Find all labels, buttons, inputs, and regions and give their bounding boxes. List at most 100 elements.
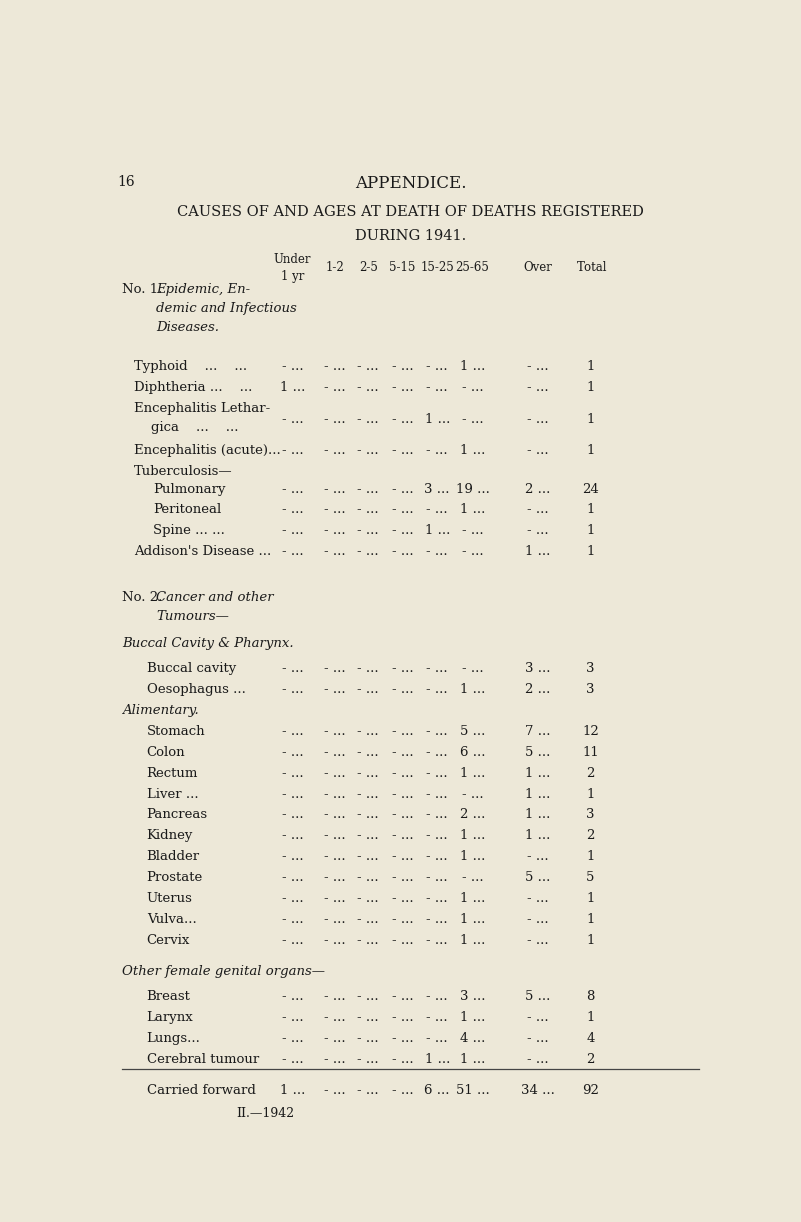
Text: 1 ...: 1 ... — [460, 444, 485, 457]
Text: - ...: - ... — [392, 892, 413, 906]
Text: Diphtheria ...    ...: Diphtheria ... ... — [135, 381, 252, 395]
Text: - ...: - ... — [324, 524, 345, 538]
Text: - ...: - ... — [282, 830, 304, 842]
Text: - ...: - ... — [357, 766, 379, 780]
Text: - ...: - ... — [392, 934, 413, 947]
Text: - ...: - ... — [392, 360, 413, 374]
Text: 24: 24 — [582, 483, 599, 496]
Text: 6 ...: 6 ... — [425, 1084, 450, 1097]
Text: gica    ...    ...: gica ... ... — [135, 420, 239, 434]
Text: - ...: - ... — [392, 381, 413, 395]
Text: 51 ...: 51 ... — [456, 1084, 489, 1097]
Text: Rectum: Rectum — [147, 766, 198, 780]
Text: 1 ...: 1 ... — [425, 524, 450, 538]
Text: 1: 1 — [586, 503, 594, 517]
Text: - ...: - ... — [527, 1053, 549, 1066]
Text: - ...: - ... — [357, 871, 379, 884]
Text: - ...: - ... — [426, 662, 448, 676]
Text: Diseases.: Diseases. — [156, 320, 219, 334]
Text: - ...: - ... — [282, 413, 304, 425]
Text: 1 ...: 1 ... — [525, 830, 550, 842]
Text: 5: 5 — [586, 871, 594, 884]
Text: - ...: - ... — [282, 1053, 304, 1066]
Text: - ...: - ... — [324, 745, 345, 759]
Text: - ...: - ... — [462, 524, 483, 538]
Text: Liver ...: Liver ... — [147, 787, 199, 800]
Text: 11: 11 — [582, 745, 599, 759]
Text: - ...: - ... — [392, 913, 413, 926]
Text: 1 ...: 1 ... — [280, 1084, 305, 1097]
Text: Epidemic, En-: Epidemic, En- — [156, 284, 250, 296]
Text: 1 ...: 1 ... — [460, 830, 485, 842]
Text: - ...: - ... — [282, 934, 304, 947]
Text: - ...: - ... — [282, 892, 304, 906]
Text: - ...: - ... — [357, 725, 379, 738]
Text: 1 ...: 1 ... — [460, 503, 485, 517]
Text: Lungs...: Lungs... — [147, 1031, 200, 1045]
Text: - ...: - ... — [392, 545, 413, 558]
Text: - ...: - ... — [426, 830, 448, 842]
Text: 3 ...: 3 ... — [525, 662, 550, 676]
Text: Colon: Colon — [147, 745, 185, 759]
Text: - ...: - ... — [426, 444, 448, 457]
Text: 1 ...: 1 ... — [525, 809, 550, 821]
Text: - ...: - ... — [357, 662, 379, 676]
Text: - ...: - ... — [426, 892, 448, 906]
Text: - ...: - ... — [392, 413, 413, 425]
Text: - ...: - ... — [324, 444, 345, 457]
Text: 2 ...: 2 ... — [525, 683, 550, 697]
Text: - ...: - ... — [426, 1011, 448, 1024]
Text: - ...: - ... — [324, 913, 345, 926]
Text: 1 ...: 1 ... — [460, 851, 485, 863]
Text: - ...: - ... — [357, 990, 379, 1003]
Text: 12: 12 — [582, 725, 599, 738]
Text: - ...: - ... — [357, 787, 379, 800]
Text: 1 ...: 1 ... — [460, 683, 485, 697]
Text: - ...: - ... — [357, 934, 379, 947]
Text: - ...: - ... — [282, 809, 304, 821]
Text: - ...: - ... — [282, 662, 304, 676]
Text: Addison's Disease ...: Addison's Disease ... — [135, 545, 272, 558]
Text: 1 ...: 1 ... — [525, 766, 550, 780]
Text: - ...: - ... — [324, 413, 345, 425]
Text: 1: 1 — [586, 787, 594, 800]
Text: 4: 4 — [586, 1031, 594, 1045]
Text: 1 ...: 1 ... — [280, 381, 305, 395]
Text: 5 ...: 5 ... — [525, 745, 550, 759]
Text: - ...: - ... — [426, 545, 448, 558]
Text: 1 ...: 1 ... — [460, 360, 485, 374]
Text: - ...: - ... — [324, 787, 345, 800]
Text: Pulmonary: Pulmonary — [153, 483, 225, 496]
Text: 2: 2 — [586, 766, 594, 780]
Text: 5 ...: 5 ... — [525, 871, 550, 884]
Text: - ...: - ... — [392, 830, 413, 842]
Text: - ...: - ... — [426, 871, 448, 884]
Text: 1 ...: 1 ... — [460, 1011, 485, 1024]
Text: 1: 1 — [586, 913, 594, 926]
Text: Peritoneal: Peritoneal — [153, 503, 221, 517]
Text: Encephalitis (acute)...: Encephalitis (acute)... — [135, 444, 281, 457]
Text: 1 ...: 1 ... — [460, 766, 485, 780]
Text: - ...: - ... — [324, 871, 345, 884]
Text: Typhoid    ...    ...: Typhoid ... ... — [135, 360, 248, 374]
Text: - ...: - ... — [462, 662, 483, 676]
Text: - ...: - ... — [426, 766, 448, 780]
Text: 92: 92 — [582, 1084, 599, 1097]
Text: - ...: - ... — [462, 381, 483, 395]
Text: - ...: - ... — [324, 1011, 345, 1024]
Text: - ...: - ... — [426, 360, 448, 374]
Text: - ...: - ... — [282, 483, 304, 496]
Text: - ...: - ... — [527, 503, 549, 517]
Text: 2 ...: 2 ... — [460, 809, 485, 821]
Text: - ...: - ... — [426, 381, 448, 395]
Text: - ...: - ... — [392, 524, 413, 538]
Text: Carried forward: Carried forward — [147, 1084, 256, 1097]
Text: - ...: - ... — [357, 483, 379, 496]
Text: - ...: - ... — [282, 524, 304, 538]
Text: - ...: - ... — [324, 662, 345, 676]
Text: 19 ...: 19 ... — [456, 483, 489, 496]
Text: 6 ...: 6 ... — [460, 745, 485, 759]
Text: 15-25: 15-25 — [421, 262, 454, 275]
Text: 1: 1 — [586, 444, 594, 457]
Text: - ...: - ... — [426, 745, 448, 759]
